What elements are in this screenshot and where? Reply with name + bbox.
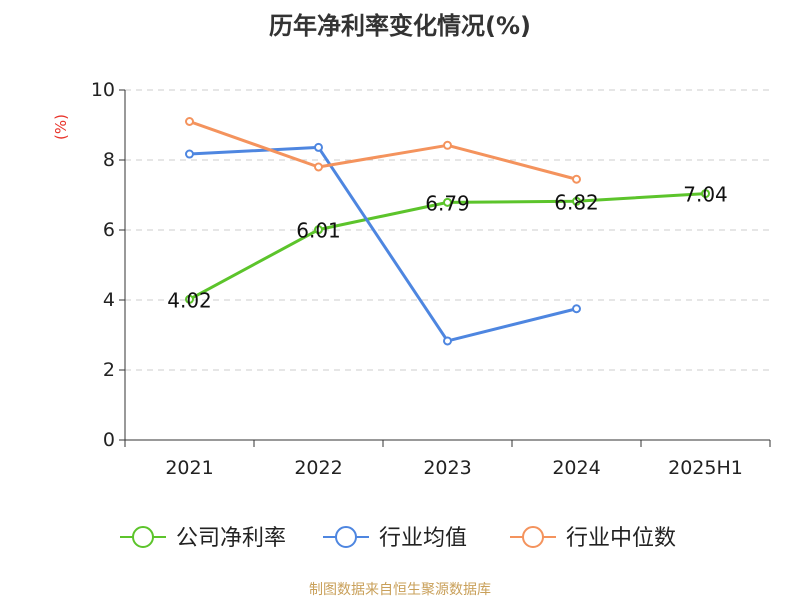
- y-tick-label: 4: [103, 289, 115, 311]
- data-point[interactable]: [185, 149, 194, 159]
- data-point[interactable]: [314, 162, 323, 172]
- legend-marker-2[interactable]: [522, 526, 544, 548]
- x-tick-label: 2021: [165, 457, 213, 479]
- data-point[interactable]: [185, 294, 194, 304]
- data-point[interactable]: [443, 336, 452, 346]
- chart-title: 历年净利率变化情况(%): [269, 12, 531, 40]
- x-tick-label: 2024: [552, 457, 600, 479]
- legend-marker-0[interactable]: [132, 526, 154, 548]
- data-label: 6.01: [296, 219, 341, 243]
- data-point[interactable]: [314, 225, 323, 235]
- y-tick-label: 8: [103, 149, 115, 171]
- y-tick-label: 6: [103, 219, 115, 241]
- data-label: 4.02: [167, 288, 212, 312]
- legend-label[interactable]: 公司净利率: [176, 526, 286, 551]
- data-point[interactable]: [572, 174, 581, 184]
- y-axis-label: (%): [52, 114, 70, 140]
- x-tick-label: 2022: [294, 457, 342, 479]
- data-point[interactable]: [314, 142, 323, 152]
- series-lines: [185, 117, 710, 346]
- series-line-2: [189, 120, 577, 181]
- data-point[interactable]: [701, 189, 710, 199]
- data-point[interactable]: [443, 197, 452, 207]
- source-note: 制图数据来自恒生聚源数据库: [309, 582, 491, 598]
- y-tick-label: 10: [91, 79, 115, 101]
- data-labels: 4.02 6.01 6.79 6.82 7.04: [167, 183, 728, 313]
- legend-marker-1[interactable]: [335, 526, 357, 548]
- data-label: 6.79: [425, 191, 470, 215]
- data-label: 6.82: [554, 190, 599, 214]
- data-label: 7.04: [683, 183, 728, 207]
- x-tick-label: 2025H1: [668, 457, 743, 479]
- data-point[interactable]: [185, 117, 194, 126]
- legend-label[interactable]: 行业中位数: [566, 526, 676, 551]
- x-tick-label: 2023: [423, 457, 471, 479]
- data-point[interactable]: [572, 304, 581, 314]
- gridlines: [125, 89, 770, 371]
- y-tick-label: 0: [103, 429, 115, 451]
- legend-label[interactable]: 行业均值: [379, 526, 467, 551]
- legend[interactable]: 公司净利率 行业均值 行业中位数: [120, 526, 676, 551]
- axes: 0 2 4 6 8 10 (%) 2021 2022 2023 2024 2025H1: [52, 79, 771, 479]
- y-tick-label: 2: [103, 359, 115, 381]
- series-line-1: [189, 145, 577, 343]
- data-point[interactable]: [443, 140, 452, 150]
- data-point[interactable]: [572, 196, 581, 206]
